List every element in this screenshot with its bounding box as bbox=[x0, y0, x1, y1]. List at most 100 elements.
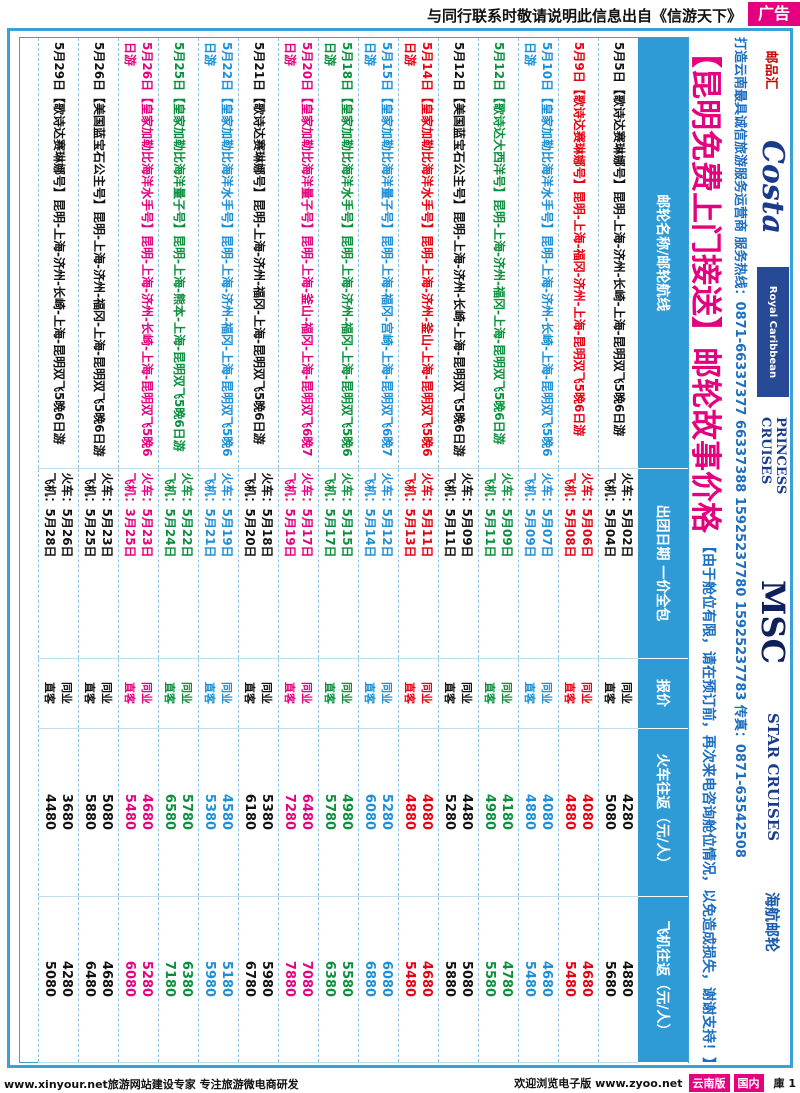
flight-price-cell-line: 5480 bbox=[562, 960, 578, 998]
quote-cell-line: 直客 bbox=[43, 682, 57, 704]
train-price-cell: 4080 4880 bbox=[558, 728, 599, 896]
date-cell-line: 火车：5月07日 bbox=[540, 472, 555, 558]
flight-price-cell-line: 7180 bbox=[162, 960, 178, 998]
princess-cruises-logo: PRINCESS CRUISES bbox=[758, 417, 788, 495]
quote-cell-line: 直客 bbox=[283, 682, 297, 704]
date-cell-line: 火车：5月23日 bbox=[100, 472, 115, 558]
booking-note: 【由于舱位有限，请在预订前，再次来电咨询舱位情况，以免造成损失，谢谢支持！】 bbox=[700, 539, 716, 1071]
flight-price-cell-line: 4680 bbox=[579, 960, 595, 998]
quote-cell-line: 直客 bbox=[363, 682, 377, 704]
date-cell-line: 飞机：5月19日 bbox=[283, 472, 298, 558]
quote-cell-line: 同业 bbox=[500, 682, 514, 704]
date-cell-line: 火车：5月02日 bbox=[620, 472, 635, 558]
date-cell-line: 火车：5月06日 bbox=[580, 472, 595, 558]
route-cell-line: 5月26日【皇家加勒比海洋水手号】昆明-上海-济州-长崎-上海-昆明双飞5晚6日… bbox=[123, 42, 155, 457]
train-price-cell: 5780 6580 bbox=[158, 728, 199, 896]
date-cell: 火车：5月26日 飞机：5月28日 bbox=[38, 468, 79, 658]
flight-price-cell-line: 6480 bbox=[82, 960, 98, 998]
route-cell: 5月20日【皇家加勒比海洋量子号】昆明-上海-釜山-福冈-上海-昆明双飞6晚7日… bbox=[278, 38, 319, 468]
train-price-cell-line: 4880 bbox=[402, 793, 418, 831]
route-cell: 5月12日【美国蓝宝石公主号】昆明-上海-济州-长崎-上海-昆明双飞5晚6日游 bbox=[438, 38, 479, 468]
date-cell: 火车：5月18日 飞机：5月20日 bbox=[238, 468, 279, 658]
header-date: 出团日期 一价全包 bbox=[638, 468, 688, 658]
ad-frame: 邮品汇 Costa Royal Caribbean PRINCESS CRUIS… bbox=[7, 28, 793, 1071]
flight-price-cell-line: 4680 bbox=[99, 960, 115, 998]
date-cell-line: 飞机：5月17日 bbox=[323, 472, 338, 558]
date-cell-line: 飞机：5月20日 bbox=[243, 472, 258, 558]
page-title: 【昆明免费上门接送】邮轮故事价格 bbox=[687, 37, 724, 533]
headline-row: 【昆明免费上门接送】邮轮故事价格 【由于舱位有限，请在预订前，再次来电咨询舱位情… bbox=[687, 37, 729, 1071]
flight-price-cell: 5580 6380 bbox=[318, 896, 359, 1062]
flight-price-cell-line: 5580 bbox=[339, 960, 355, 998]
date-cell-line: 火车：5月17日 bbox=[300, 472, 315, 558]
quote-cell-line: 同业 bbox=[220, 682, 234, 704]
flight-price-cell: 4680 5480 bbox=[398, 896, 439, 1062]
route-cell-line: 5月18日【皇家加勒比海洋水手号】昆明-上海-济州-福冈-上海-昆明双飞5晚6日… bbox=[323, 42, 355, 457]
header-quote: 报价 bbox=[638, 658, 688, 728]
route-cell-line: 5月20日【皇家加勒比海洋量子号】昆明-上海-釜山-福冈-上海-昆明双飞6晚7日… bbox=[283, 42, 315, 457]
price-table-container: 邮轮名称/邮轮航线 出团日期 一价全包 报价 火车往返（元/人） 飞机往返（元/… bbox=[19, 37, 689, 1063]
date-cell-line: 火车：5月09日 bbox=[460, 472, 475, 558]
date-cell-line: 火车：5月22日 bbox=[180, 472, 195, 558]
route-cell-line: 5月14日【皇家加勒比海洋水手号】昆明-上海-济州-釜山-上海-昆明双飞5晚6日… bbox=[403, 42, 435, 457]
star-cruises-logo: STAR CRUISES bbox=[764, 712, 782, 842]
date-cell: 火车：5月23日 飞机：3月25日 bbox=[118, 468, 159, 658]
flight-price-cell: 5980 6780 bbox=[238, 896, 279, 1062]
section-badge: 国内 bbox=[733, 1074, 764, 1092]
date-cell: 火车：5月17日 飞机：5月19日 bbox=[278, 468, 319, 658]
train-price-cell: 4980 5780 bbox=[318, 728, 359, 896]
train-price-cell: 4080 4880 bbox=[398, 728, 439, 896]
flight-price-cell-line: 5880 bbox=[442, 960, 458, 998]
date-cell-line: 飞机：5月08日 bbox=[563, 472, 578, 558]
quote-cell-line: 直客 bbox=[163, 682, 177, 704]
header-route: 邮轮名称/邮轮航线 bbox=[638, 38, 688, 468]
quote-cell-line: 同业 bbox=[380, 682, 394, 704]
quote-cell: 同业 直客 bbox=[238, 658, 279, 728]
date-cell-line: 火车：5月26日 bbox=[60, 472, 75, 558]
train-price-cell-line: 4080 bbox=[579, 793, 595, 831]
table-row: 5月18日【皇家加勒比海洋水手号】昆明-上海-济州-福冈-上海-昆明双飞5晚6日… bbox=[318, 38, 359, 1062]
footer-left-text: www.xinyour.net旅游网站建设专家 专注旅游微电商研发 bbox=[4, 1078, 299, 1091]
flight-price-cell: 5180 5980 bbox=[198, 896, 239, 1062]
date-cell-line: 火车：5月19日 bbox=[220, 472, 235, 558]
flight-price-cell: 4280 5080 bbox=[38, 896, 79, 1062]
header-train: 火车往返（元/人） bbox=[638, 728, 688, 896]
table-row: 5月15日【皇家加勒比海洋量子号】昆明-上海-福冈-宫崎-上海-昆明双飞6晚7日… bbox=[358, 38, 399, 1062]
date-cell: 火车：5月15日 飞机：5月17日 bbox=[318, 468, 359, 658]
train-price-cell-line: 7280 bbox=[282, 793, 298, 831]
train-price-cell: 4580 5380 bbox=[198, 728, 239, 896]
quote-cell-line: 同业 bbox=[420, 682, 434, 704]
quote-cell: 同业 直客 bbox=[278, 658, 319, 728]
date-cell-line: 飞机：5月25日 bbox=[83, 472, 98, 558]
quote-cell: 同业 直客 bbox=[118, 658, 159, 728]
quote-cell: 同业 直客 bbox=[598, 658, 638, 728]
flight-price-cell: 5080 5880 bbox=[438, 896, 479, 1062]
msc-logo: MSC bbox=[754, 580, 792, 664]
date-cell: 火车：5月07日 飞机：5月09日 bbox=[518, 468, 559, 658]
date-cell-line: 火车：5月15日 bbox=[340, 472, 355, 558]
date-cell-line: 飞机：5月28日 bbox=[43, 472, 58, 558]
flight-price-cell-line: 5980 bbox=[259, 960, 275, 998]
date-cell-line: 飞机：5月24日 bbox=[163, 472, 178, 558]
quote-cell-line: 同业 bbox=[140, 682, 154, 704]
quote-cell-line: 同业 bbox=[300, 682, 314, 704]
date-cell-line: 火车：5月09日 bbox=[500, 472, 515, 558]
train-price-cell-line: 6180 bbox=[242, 793, 258, 831]
route-cell: 5月12日【歌诗达大西洋号】昆明-上海-济州-福冈-上海-昆明双飞5晚6日游 bbox=[478, 38, 519, 468]
route-cell: 5月15日【皇家加勒比海洋量子号】昆明-上海-福冈-宫崎-上海-昆明双飞6晚7日… bbox=[358, 38, 399, 468]
flight-price-cell-line: 5480 bbox=[522, 960, 538, 998]
table-row: 5月20日【皇家加勒比海洋量子号】昆明-上海-釜山-福冈-上海-昆明双飞6晚7日… bbox=[278, 38, 319, 1062]
route-cell-line: 5月25日【皇家加勒比海洋量子号】昆明-上海-熊本-上海-昆明双飞5晚6日游 bbox=[172, 42, 186, 452]
route-cell: 5月26日【皇家加勒比海洋水手号】昆明-上海-济州-长崎-上海-昆明双飞5晚6日… bbox=[118, 38, 159, 468]
route-cell-line: 5月12日【美国蓝宝石公主号】昆明-上海-济州-长崎-上海-昆明双飞5晚6日游 bbox=[452, 42, 466, 457]
quote-cell: 同业 直客 bbox=[78, 658, 119, 728]
table-header-row: 邮轮名称/邮轮航线 出团日期 一价全包 报价 火车往返（元/人） 飞机往返（元/… bbox=[638, 38, 688, 1062]
quote-cell-line: 同业 bbox=[260, 682, 274, 704]
date-cell-line: 火车：5月23日 bbox=[140, 472, 155, 558]
route-cell: 5月22日【皇家加勒比海洋水手号】昆明-上海-济州-福冈-上海-昆明双飞5晚6日… bbox=[198, 38, 239, 468]
route-cell: 5月26日【美国蓝宝石公主号】昆明-上海-济州-福冈-上海-昆明双飞5晚6日游 bbox=[78, 38, 119, 468]
table-row: 5月25日【皇家加勒比海洋量子号】昆明-上海-熊本-上海-昆明双飞5晚6日游火车… bbox=[158, 38, 199, 1062]
route-cell: 5月10日【皇家加勒比海洋水手号】昆明-上海-济州-长崎-上海-昆明双飞5晚6日… bbox=[518, 38, 559, 468]
route-cell: 5月29日【歌诗达赛琳娜号】昆明-上海-济州-长崎-上海-昆明双飞5晚6日游 bbox=[38, 38, 79, 468]
flight-price-cell-line: 6880 bbox=[362, 960, 378, 998]
